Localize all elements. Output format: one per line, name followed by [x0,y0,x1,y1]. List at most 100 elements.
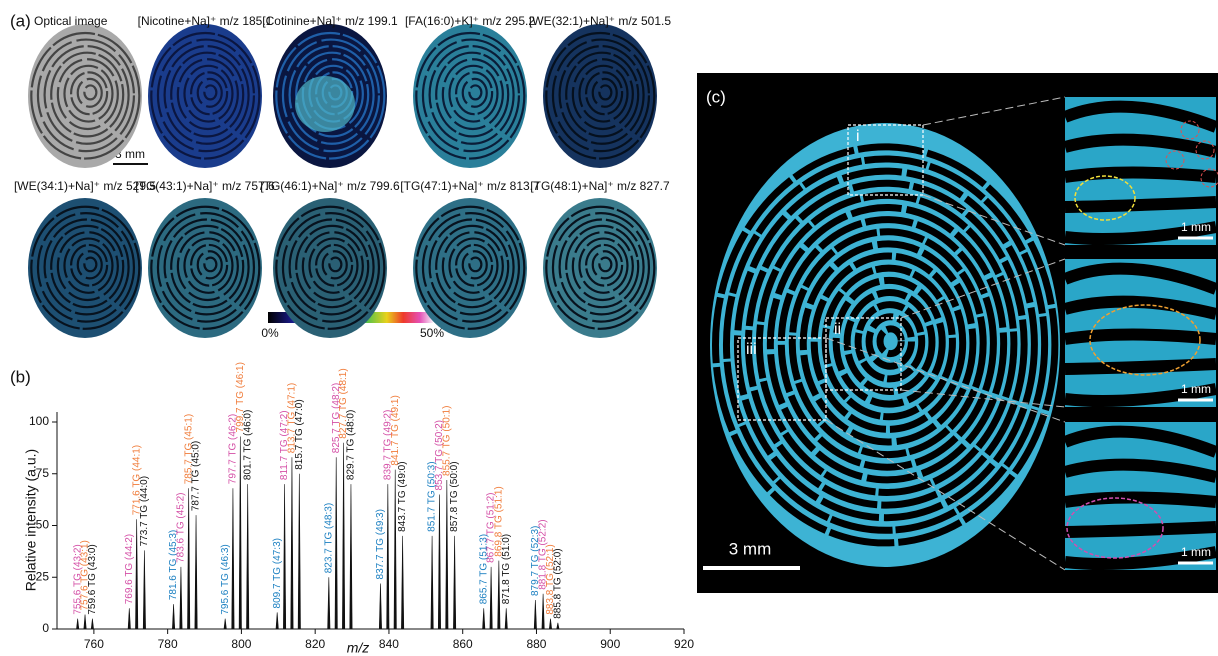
image-title: [TG(48:1)+Na]⁺ m/z 827.7 [530,179,670,193]
image-title: [TG(47:1)+Na]⁺ m/z 813.7 [400,179,540,193]
peak [239,436,241,629]
peak [542,594,544,629]
x-tick-label: 920 [674,637,694,651]
peak [483,608,485,629]
scale-bar-label: 3 mm [729,539,772,558]
ridge [1065,364,1216,369]
peak-label: 837.7 TG (49:3) [375,509,386,579]
peak [490,567,492,629]
peak [246,484,248,629]
image-title: [TG(43:1)+Na]⁺ m/z 757.6 [135,179,275,193]
panel-label: (c) [706,87,726,106]
inset: 1 mm [1065,259,1216,407]
peak-label: 829.7 TG (48:0) [346,410,357,480]
panel-label: (a) [10,11,31,30]
image-title: [Nicotine+Na]⁺ m/z 185.1 [138,14,273,28]
peak [387,484,389,629]
peak [557,623,559,629]
page: {"panel_a": {"label": "(a)", "images": [… [0,0,1218,656]
peak [135,519,137,629]
peak-label: 857.8 TG (50:0) [449,461,460,531]
y-tick-label: 0 [42,621,49,635]
peak-label: 787.7 TG (45:0) [191,441,202,511]
peak [342,443,344,629]
peak-label: 801.7 TG (46:0) [242,410,253,480]
panel-label: (b) [10,367,31,386]
peak-label: 815.7 TG (47:0) [294,399,305,469]
peak [276,612,278,629]
peak [91,619,93,629]
scale-bar-label: 1 mm [1181,545,1211,559]
peak-label: 759.6 TG (43:0) [87,544,98,614]
peak-label: 841.7 TG (49:1) [390,395,401,465]
ridge [1065,527,1216,532]
image-title: [TG(46:1)+Na]⁺ m/z 799.6 [260,179,400,193]
x-tick-label: 860 [453,637,473,651]
peak [180,567,182,629]
peak-label: 783.6 TG (45:2) [176,492,187,562]
peak [438,494,440,629]
figure: (a) (b) (c) 0% 50% 3 mm Optical image [Ni… [0,0,1218,656]
scale-bar-label: 1 mm [1181,382,1211,396]
peak [431,536,433,629]
x-tick-label: 880 [526,637,546,651]
inset: 1 mm [1065,422,1216,570]
ridge [1065,173,1216,178]
peak-label: 843.7 TG (49:0) [397,461,408,531]
x-axis-label: m/z [347,640,370,656]
peak-label: 885.8 TG (52:0) [553,548,564,618]
peak [446,480,448,629]
x-tick-label: 820 [305,637,325,651]
ridge [1065,335,1216,340]
peak [498,561,500,629]
ridge [1065,202,1216,207]
ridge [1065,498,1216,503]
scale-bar-label: 1 mm [1181,220,1211,234]
peak [549,619,551,629]
peak [401,536,403,629]
peak [76,619,78,629]
peak [187,488,189,629]
y-axis-label: Relative intensity (a.u.) [23,449,39,591]
peak [84,615,86,629]
region-label: ii [834,321,841,338]
peak-label: 769.6 TG (44:2) [124,534,135,604]
peak-label: 809.7 TG (47:3) [272,538,283,608]
image-title: [Cotinine+Na]⁺ m/z 199.1 [262,14,398,28]
colorbar-min: 0% [261,326,279,340]
region-label: i [856,128,860,145]
peak [232,488,234,629]
y-tick-label: 100 [29,414,49,428]
peak [534,600,536,629]
x-tick-label: 800 [231,637,251,651]
peak [128,608,130,629]
peak [291,457,293,629]
peak [143,550,145,629]
peak-label: 871.8 TG (51:0) [501,534,512,604]
peak [453,536,455,629]
hotspot [295,76,355,132]
peak-label: 773.7 TG (44:0) [139,476,150,546]
peak [379,583,381,629]
inset: 1 mm [1065,97,1216,245]
peak [224,619,226,629]
peak-label: 823.7 TG (48:3) [323,503,334,573]
peak [283,484,285,629]
region-label: iii [746,341,757,358]
peak [505,608,507,629]
peak [172,604,174,629]
image-title: [WE(32:1)+Na]⁺ m/z 501.5 [529,14,671,28]
peak [328,577,330,629]
image-title: Optical image [34,14,108,28]
peak [335,457,337,629]
x-tick-label: 780 [158,637,178,651]
peak [394,470,396,629]
colorbar-max: 50% [420,326,444,340]
peak [195,515,197,629]
x-tick-label: 900 [600,637,620,651]
x-tick-label: 760 [84,637,104,651]
peak [298,474,300,629]
peak-label: 795.6 TG (46:3) [220,544,231,614]
image-title: [FA(16:0)+K]⁺ m/z 295.2 [405,14,535,28]
x-tick-label: 840 [379,637,399,651]
